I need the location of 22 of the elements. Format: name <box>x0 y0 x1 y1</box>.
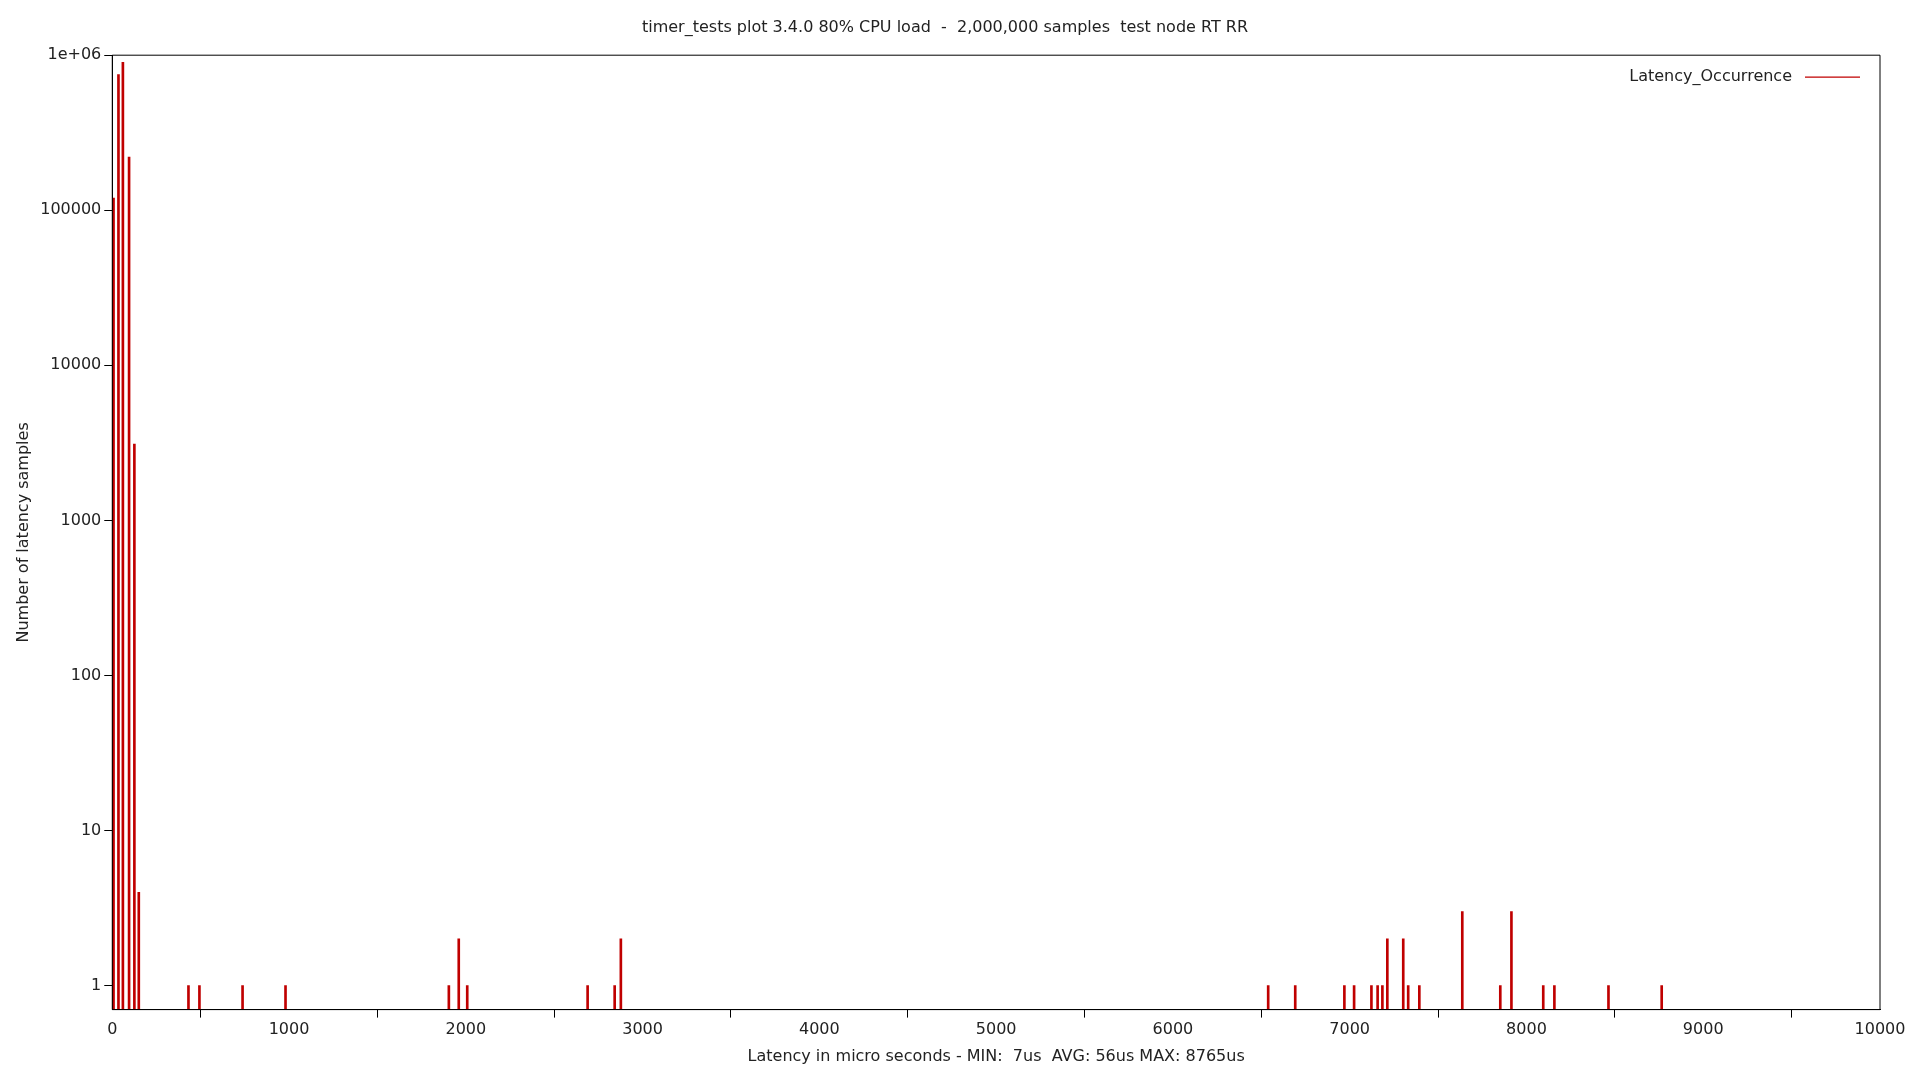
y-tick-label: 100 <box>70 664 102 684</box>
chart-title: timer_tests plot 3.4.0 80% CPU load - 2,000,000 samples test node RT RR <box>641 16 1249 37</box>
y-tick-label: 10000 <box>50 354 102 374</box>
x-tick-label: 9000 <box>1682 1019 1724 1039</box>
x-axis-title: Latency in micro seconds - MIN: 7us AVG: 56us MAX: 8765us <box>747 1045 1245 1065</box>
x-tick-label: 7000 <box>1329 1019 1371 1039</box>
x-tick-label: 5000 <box>975 1019 1017 1039</box>
x-tick-label: 6000 <box>1152 1019 1194 1039</box>
x-tick-label: 0 <box>107 1019 118 1039</box>
x-tick-label: 3000 <box>622 1019 663 1039</box>
y-tick-label: 1e+06 <box>47 44 102 64</box>
y-tick-label: 1 <box>91 974 102 994</box>
y-tick-label: 1000 <box>60 509 102 529</box>
y-axis-title: Number of latency samples <box>12 422 32 643</box>
x-tick-label: 10000 <box>1854 1019 1906 1039</box>
x-tick-label: 1000 <box>268 1019 310 1039</box>
y-tick-label: 10 <box>80 819 102 839</box>
legend-label: Latency_Occurrence <box>1629 66 1792 87</box>
x-tick-label: 8000 <box>1506 1019 1547 1039</box>
x-tick-label: 4000 <box>799 1019 840 1039</box>
y-tick-label: 100000 <box>40 199 102 219</box>
x-tick-label: 2000 <box>445 1019 487 1039</box>
